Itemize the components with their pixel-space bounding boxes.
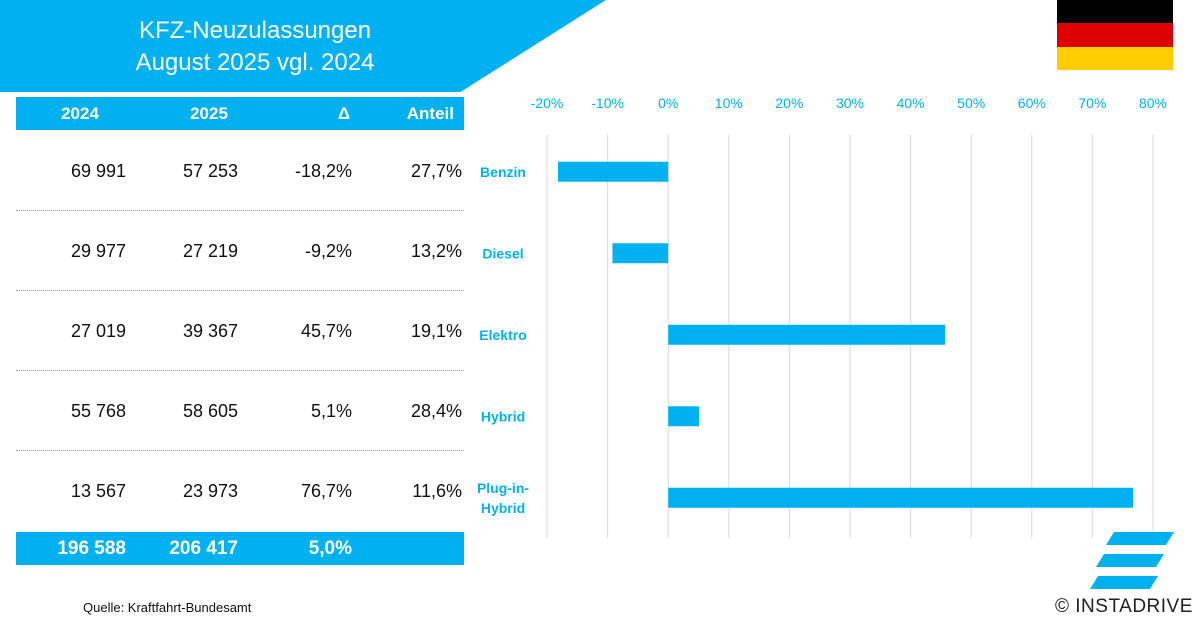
cell-2025: 57 253: [182, 161, 238, 181]
bar-diesel: [612, 243, 669, 264]
flag-stripe-gold: [1057, 46, 1173, 70]
x-tick-label: 60%: [1018, 95, 1046, 111]
table-row: 55 768 58 605 5,1% 28,4%: [16, 371, 464, 451]
table-row: 27 019 39 367 45,7% 19,1%: [16, 291, 464, 371]
cell-share: 27,7%: [410, 161, 462, 181]
cell-2025: 27 219: [182, 241, 238, 261]
page-subtitle: August 2025 vgl. 2024: [135, 49, 375, 76]
logo-stripe-bottom: [1090, 576, 1158, 589]
cell-2024: 27 019: [70, 321, 126, 341]
cell-share: 28,4%: [410, 401, 462, 421]
flag-stripe-black: [1057, 0, 1173, 24]
column-header-share: Anteil: [406, 104, 454, 123]
cell-2024: 69 991: [70, 161, 126, 181]
bar-plug-in-hybrid: [668, 487, 1134, 508]
category-label: Elektro: [479, 327, 526, 343]
total-delta: 5,0%: [308, 538, 352, 559]
column-header-2024: 2024: [61, 104, 99, 123]
bar-hybrid: [668, 406, 700, 427]
row-divider: [16, 210, 464, 211]
cell-share: 11,6%: [412, 481, 462, 501]
cell-2024: 29 977: [70, 241, 126, 261]
table-header: 2024 2025 Δ Anteil: [16, 97, 464, 130]
total-2025: 206 417: [169, 538, 238, 559]
row-divider: [16, 450, 464, 451]
page-title: KFZ-Neuzulassungen: [138, 17, 372, 44]
copyright-brand: © INSTADRIVE: [1055, 596, 1193, 617]
x-tick-label: -10%: [591, 95, 624, 111]
logo-stripe-middle: [1096, 554, 1164, 567]
x-tick-label: 10%: [715, 95, 743, 111]
category-label: Plug-in-: [477, 480, 529, 496]
table-row: 69 991 57 253 -18,2% 27,7%: [16, 131, 464, 211]
cell-share: 19,1%: [410, 321, 462, 341]
chart-gridlines: [546, 135, 1154, 538]
cell-delta: -9,2%: [304, 241, 352, 261]
cell-delta: 45,7%: [300, 321, 352, 341]
category-labels: Benzin Diesel Elektro Hybrid Plug-in- Hybrid: [477, 164, 529, 516]
table-row: 13 567 23 973 76,7% 11,6%: [16, 451, 464, 531]
cell-delta: 5,1%: [310, 401, 352, 421]
table-total-row: 196 588 206 417 5,0%: [16, 532, 464, 565]
category-label: Diesel: [482, 245, 523, 261]
total-2024: 196 588: [57, 538, 126, 559]
cell-delta: 76,7%: [300, 481, 352, 501]
x-tick-label: 70%: [1078, 95, 1106, 111]
cell-2024: 13 567: [70, 481, 126, 501]
chart-bars: [557, 161, 1134, 508]
logo-stripe-top: [1106, 532, 1174, 545]
cell-2025: 58 605: [182, 401, 238, 421]
x-axis-ticks: -20% -10% 0% 10% 20% 30% 40% 50% 60% 70% 80%: [531, 95, 1167, 111]
table-row: 29 977 27 219 -9,2% 13,2%: [16, 211, 464, 291]
cell-share: 13,2%: [410, 241, 462, 261]
bar-elektro: [668, 324, 946, 345]
category-label: Hybrid: [481, 500, 525, 516]
cell-delta: -18,2%: [294, 161, 352, 181]
x-tick-label: 40%: [897, 95, 925, 111]
x-tick-label: 30%: [836, 95, 864, 111]
column-header-2025: 2025: [190, 104, 228, 123]
cell-2025: 39 367: [182, 321, 238, 341]
column-header-delta: Δ: [337, 104, 351, 123]
row-divider: [16, 290, 464, 291]
cell-2024: 55 768: [70, 401, 126, 421]
cell-2025: 23 973: [182, 481, 238, 501]
flag-stripe-red: [1057, 23, 1173, 47]
x-tick-label: -20%: [531, 95, 564, 111]
x-tick-label: 20%: [775, 95, 803, 111]
source-note: Quelle: Kraftfahrt-Bundesamt: [83, 600, 252, 615]
x-tick-label: 50%: [957, 95, 985, 111]
instadrive-logo-icon: [1090, 532, 1174, 589]
category-label: Hybrid: [481, 408, 525, 424]
x-tick-label: 0%: [658, 95, 678, 111]
row-divider: [16, 370, 464, 371]
germany-flag-icon: [1057, 0, 1173, 70]
category-label: Benzin: [480, 164, 526, 180]
bar-benzin: [557, 161, 669, 182]
x-tick-label: 80%: [1139, 95, 1167, 111]
